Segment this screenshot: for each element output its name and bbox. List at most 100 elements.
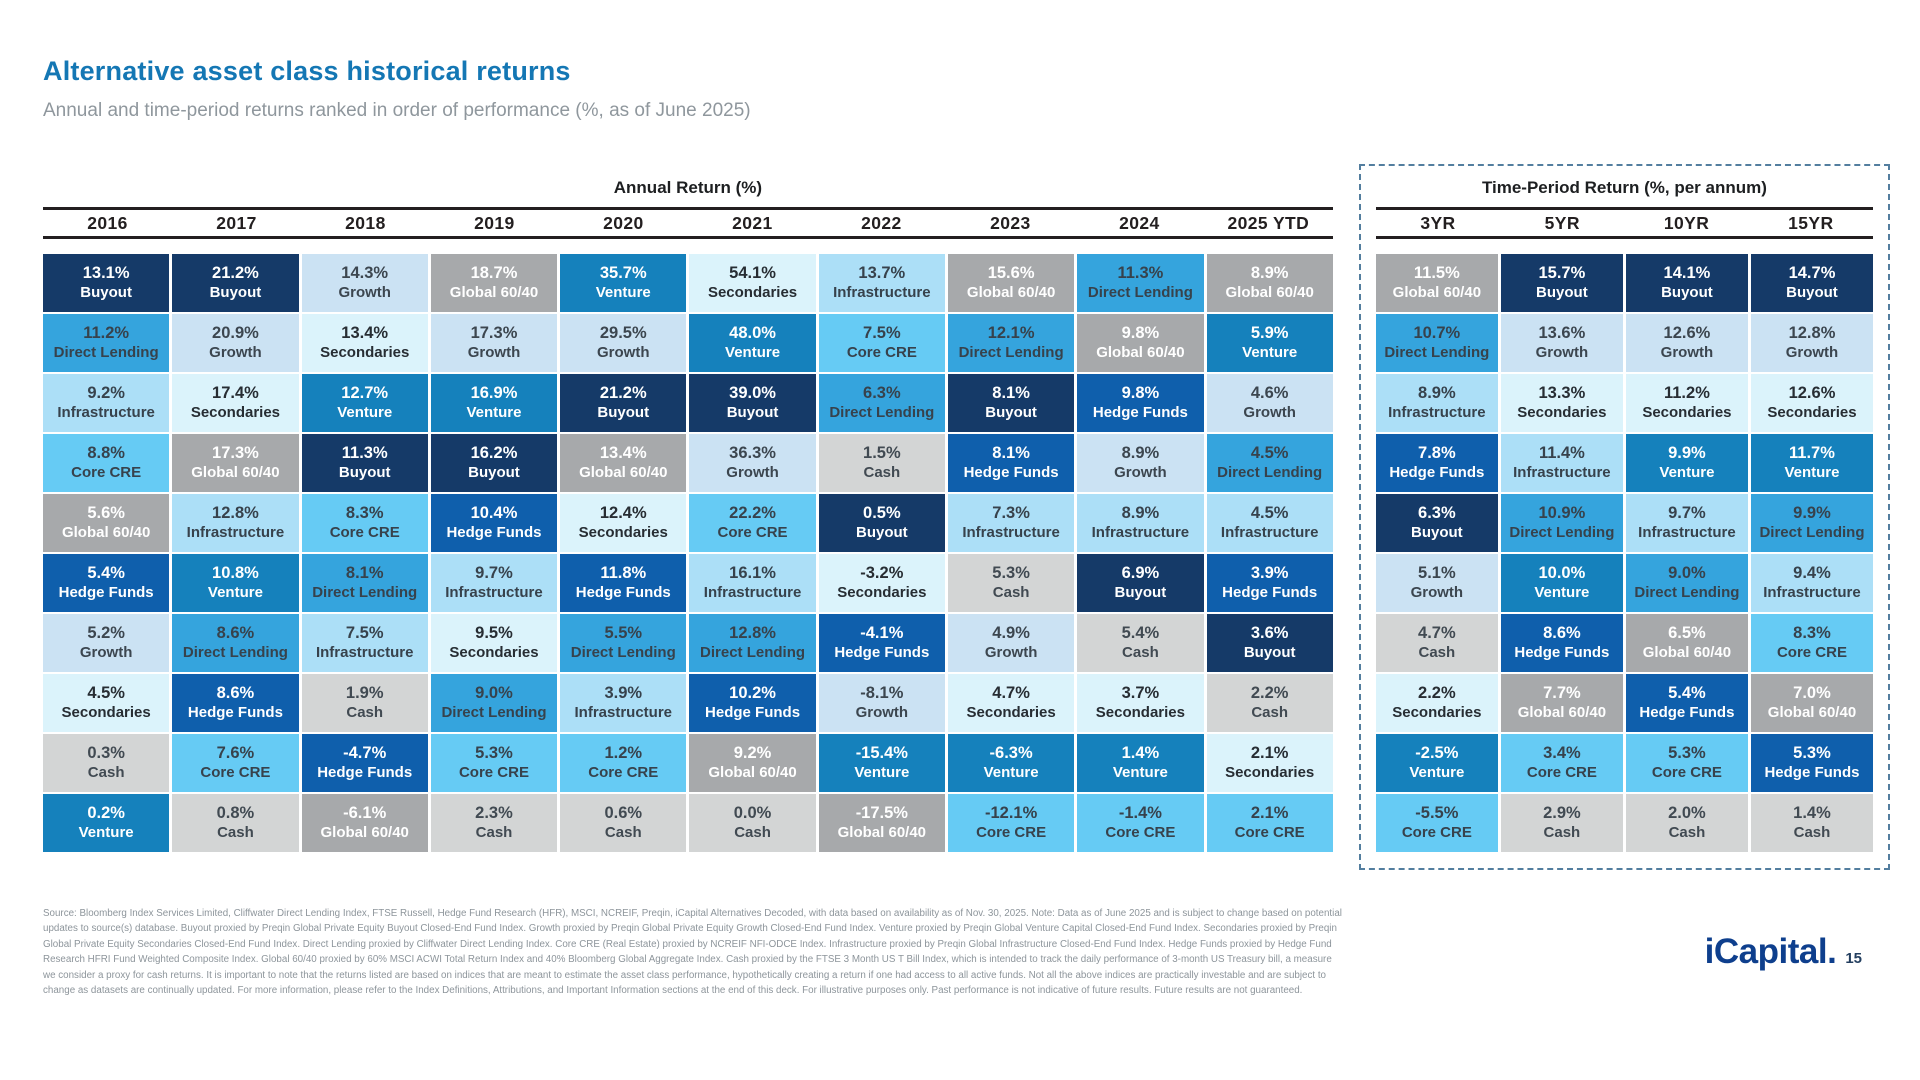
return-cell-global-60-40: 11.5% Global 60/40 [1375,254,1498,312]
return-cell-secondaries: 12.4% Secondaries [560,494,687,552]
asset-class-label: Cash [475,824,513,841]
return-cell-venture: 5.9% Venture [1206,314,1333,372]
return-value: 16.9% [470,384,518,402]
return-value: 8.6% [1543,624,1581,642]
return-cell-buyout: 8.1% Buyout [947,374,1075,432]
return-value: 11.2% [1663,384,1710,402]
return-cell-cash: 1.9% Cash [301,674,428,732]
return-cell-direct-lending: 8.6% Direct Lending [172,614,299,672]
asset-class-label: Secondaries [707,284,798,301]
annual-returns-table: Annual Return (%) 2016 2017 2018 2019 2020 20… [43,178,1333,852]
return-value: 7.6% [216,744,255,762]
return-cell-buyout: 0.5% Buyout [818,494,945,552]
asset-class-label: Cash [1251,704,1289,721]
return-cell-buyout: 14.7% Buyout [1750,254,1873,312]
return-value: 5.5% [604,624,643,642]
asset-class-label: Direct Lending [1509,524,1615,541]
return-value: 12.8% [1788,324,1836,342]
return-value: 0.3% [87,744,125,762]
return-value: 10.8% [212,564,259,582]
asset-class-label: Hedge Funds [187,704,283,721]
return-cell-direct-lending: 9.0% Direct Lending [430,674,558,732]
asset-class-label: Venture [1112,764,1168,781]
return-value: 5.4% [87,564,125,582]
return-cell-secondaries: 17.4% Secondaries [172,374,299,432]
time-period-returns-table: Time-Period Return (%, per annum) 3YR 5YR… [1358,164,1890,870]
return-cell-hedge-funds: 8.6% Hedge Funds [1500,614,1623,672]
return-value: -6.1% [343,804,387,822]
return-value: 2.1% [1250,744,1289,762]
asset-class-label: Hedge Funds [446,524,542,541]
return-cell-direct-lending: 9.0% Direct Lending [1625,554,1748,612]
asset-class-label: Global 60/40 [708,764,797,781]
return-cell-growth: 17.3% Growth [430,314,558,372]
return-value: 5.9% [1250,324,1289,342]
return-value: 6.3% [1418,504,1456,522]
return-value: 2.3% [475,804,513,822]
return-value: 17.3% [470,324,518,342]
return-cell-global-60-40: 15.6% Global 60/40 [947,254,1075,312]
return-cell-secondaries: -3.2% Secondaries [818,554,945,612]
asset-class-label: Secondaries [966,704,1056,721]
return-value: 7.7% [1543,684,1581,702]
return-value: 11.7% [1789,444,1835,462]
asset-class-label: Global 60/40 [1392,284,1482,301]
asset-class-label: Core CRE [1234,824,1305,841]
return-value: 5.4% [1121,624,1160,642]
return-cell-growth: 14.3% Growth [301,254,428,312]
tables-layout: Annual Return (%) 2016 2017 2018 2019 2020 20… [43,164,1890,870]
return-value: 11.3% [341,444,388,462]
return-cell-growth: 4.6% Growth [1206,374,1333,432]
return-cell-global-60-40: 7.7% Global 60/40 [1500,674,1623,732]
asset-class-label: Core CRE [1105,824,1176,841]
return-cell-buyout: 21.2% Buyout [560,374,687,432]
return-cell-secondaries: 2.1% Secondaries [1206,734,1333,792]
asset-class-label: Direct Lending [1634,584,1740,601]
return-value: 5.6% [87,504,125,522]
return-value: 9.0% [1668,564,1706,582]
asset-class-label: Core CRE [1526,764,1597,781]
asset-class-label: Hedge Funds [834,644,930,661]
asset-class-label: Core CRE [588,764,659,781]
asset-class-label: Buyout [1786,284,1838,301]
return-value: 14.3% [341,264,389,282]
asset-class-label: Buyout [468,464,520,481]
asset-class-label: Direct Lending [182,644,288,661]
asset-class-label: Cash [217,824,254,841]
return-value: 13.4% [599,444,647,462]
return-value: 0.5% [863,504,901,522]
asset-class-label: Hedge Funds [58,584,154,601]
annual-returns-grid: 13.1% Buyout 11.2% Direct Lending 9.2% Infras… [43,254,1333,852]
asset-class-label: Growth [1535,344,1589,361]
return-cell-hedge-funds: -4.7% Hedge Funds [301,734,428,792]
return-cell-core-cre: 22.2% Core CRE [689,494,816,552]
return-cell-hedge-funds: 10.2% Hedge Funds [689,674,816,732]
return-value: 2.1% [1250,804,1289,822]
return-value: 48.0% [729,324,776,342]
asset-class-label: Venture [725,344,781,361]
asset-class-label: Infrastructure [962,524,1060,541]
return-value: 5.3% [1668,744,1706,762]
page-title: Alternative asset class historical retur… [43,56,571,86]
return-cell-infrastructure: 16.1% Infrastructure [689,554,816,612]
return-value: 7.5% [863,324,901,342]
asset-class-label: Buyout [1661,284,1713,301]
disclaimer-line: Source: Bloomberg Index Services Limited… [43,908,1342,919]
return-cell-core-cre: -5.5% Core CRE [1375,794,1498,852]
asset-class-label: Global 60/40 [966,284,1056,301]
asset-class-label: Buyout [1536,284,1588,301]
return-cell-buyout: 21.2% Buyout [172,254,299,312]
asset-class-label: Venture [595,284,651,301]
return-cell-hedge-funds: 5.4% Hedge Funds [1625,674,1748,732]
asset-class-label: Venture [1659,464,1715,481]
return-value: 0.6% [604,804,643,822]
return-cell-secondaries: 3.7% Secondaries [1077,674,1204,732]
asset-class-label: Direct Lending [570,644,676,661]
return-cell-infrastructure: 9.4% Infrastructure [1750,554,1873,612]
asset-class-label: Secondaries [61,704,151,721]
return-cell-core-cre: -1.4% Core CRE [1077,794,1204,852]
return-value: 5.3% [475,744,513,762]
asset-class-label: Cash [1668,824,1706,841]
time-period-returns-title: Time-Period Return (%, per annum) [1481,178,1767,197]
return-value: 3.9% [604,684,643,702]
